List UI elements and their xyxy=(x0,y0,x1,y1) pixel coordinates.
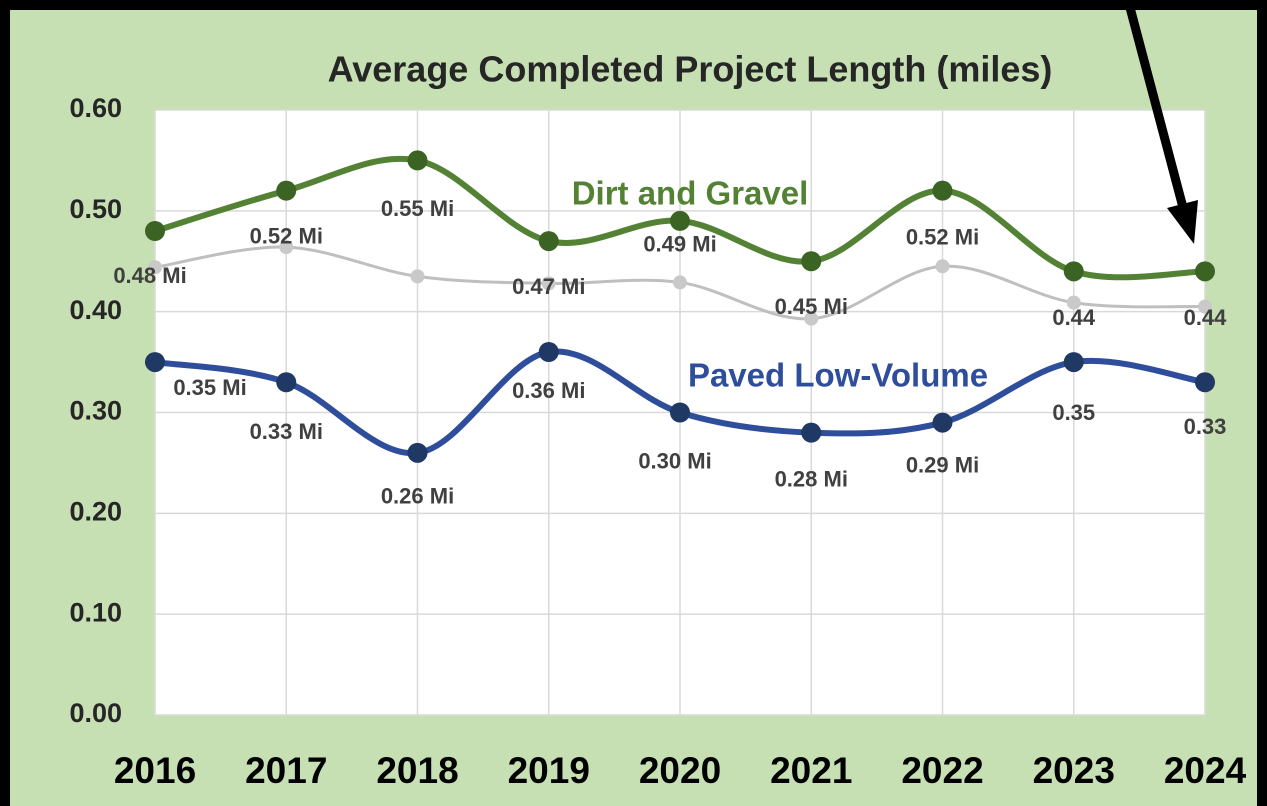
y-tick-label: 0.50 xyxy=(69,194,122,224)
data-point xyxy=(932,412,953,433)
y-tick-label: 0.20 xyxy=(69,496,122,526)
data-label: 0.29 Mi xyxy=(906,452,979,477)
data-point xyxy=(407,150,428,171)
x-tick-label: 2022 xyxy=(901,750,983,791)
y-tick-label: 0.60 xyxy=(69,93,122,123)
data-point xyxy=(279,240,294,255)
data-point xyxy=(276,180,297,201)
data-label: 0.26 Mi xyxy=(381,484,454,509)
data-label: 0.45 Mi xyxy=(775,294,848,319)
data-point xyxy=(932,180,953,201)
data-point xyxy=(1198,299,1212,314)
data-label: 0.52 Mi xyxy=(250,223,323,248)
data-label: 0.47 Mi xyxy=(512,274,585,299)
chart-title: Average Completed Project Length (miles) xyxy=(328,49,1053,90)
data-label: 0.48 Mi xyxy=(113,263,186,288)
data-label: 0.52 Mi xyxy=(906,224,979,249)
data-label: 0.44 xyxy=(1052,305,1096,330)
data-label: 0.30 Mi xyxy=(638,448,711,473)
x-tick-label: 2017 xyxy=(245,750,327,791)
data-label: 0.35 xyxy=(1052,400,1095,425)
data-point xyxy=(804,311,819,326)
data-point xyxy=(801,251,822,272)
data-label: 0.55 Mi xyxy=(381,196,454,221)
data-label: 0.33 Mi xyxy=(250,419,323,444)
y-tick-label: 0.30 xyxy=(69,396,122,426)
data-point xyxy=(1195,372,1215,393)
x-tick-label: 2024 xyxy=(1164,750,1247,791)
data-label: 0.44 xyxy=(1184,305,1228,330)
y-tick-label: 0.10 xyxy=(69,597,122,627)
y-tick-label: 0.40 xyxy=(69,295,122,325)
x-tick-label: 2021 xyxy=(770,750,852,791)
data-point xyxy=(410,269,425,284)
data-point xyxy=(538,342,559,362)
y-tick-label: 0.00 xyxy=(69,698,122,728)
data-point xyxy=(148,260,162,275)
data-point xyxy=(801,422,822,443)
data-label: 0.36 Mi xyxy=(512,378,585,403)
arrow xyxy=(1123,0,1198,244)
x-tick-label: 2019 xyxy=(508,750,590,791)
data-point xyxy=(541,276,556,291)
data-point xyxy=(1063,352,1084,373)
data-point xyxy=(673,275,687,290)
data-point xyxy=(538,231,559,252)
data-point xyxy=(670,402,690,423)
data-label: 0.35 Mi xyxy=(173,375,246,400)
data-point xyxy=(1063,261,1084,282)
data-point xyxy=(145,221,165,241)
data-label: 0.49 Mi xyxy=(643,232,716,257)
x-tick-label: 2023 xyxy=(1033,750,1115,791)
x-tick-label: 2020 xyxy=(639,750,721,791)
data-label: 0.28 Mi xyxy=(775,466,848,491)
series-name: Paved Low-Volume xyxy=(688,357,988,394)
x-tick-label: 2018 xyxy=(376,750,458,791)
data-point xyxy=(407,442,428,463)
data-point xyxy=(670,210,690,231)
data-point xyxy=(276,372,297,393)
data-point xyxy=(1066,295,1081,310)
series-name: Dirt and Gravel xyxy=(572,175,809,212)
data-point xyxy=(935,259,950,274)
data-point xyxy=(1195,261,1215,282)
data-label: 0.33 xyxy=(1184,414,1227,439)
x-tick-label: 2016 xyxy=(114,750,196,791)
data-point xyxy=(145,352,165,373)
